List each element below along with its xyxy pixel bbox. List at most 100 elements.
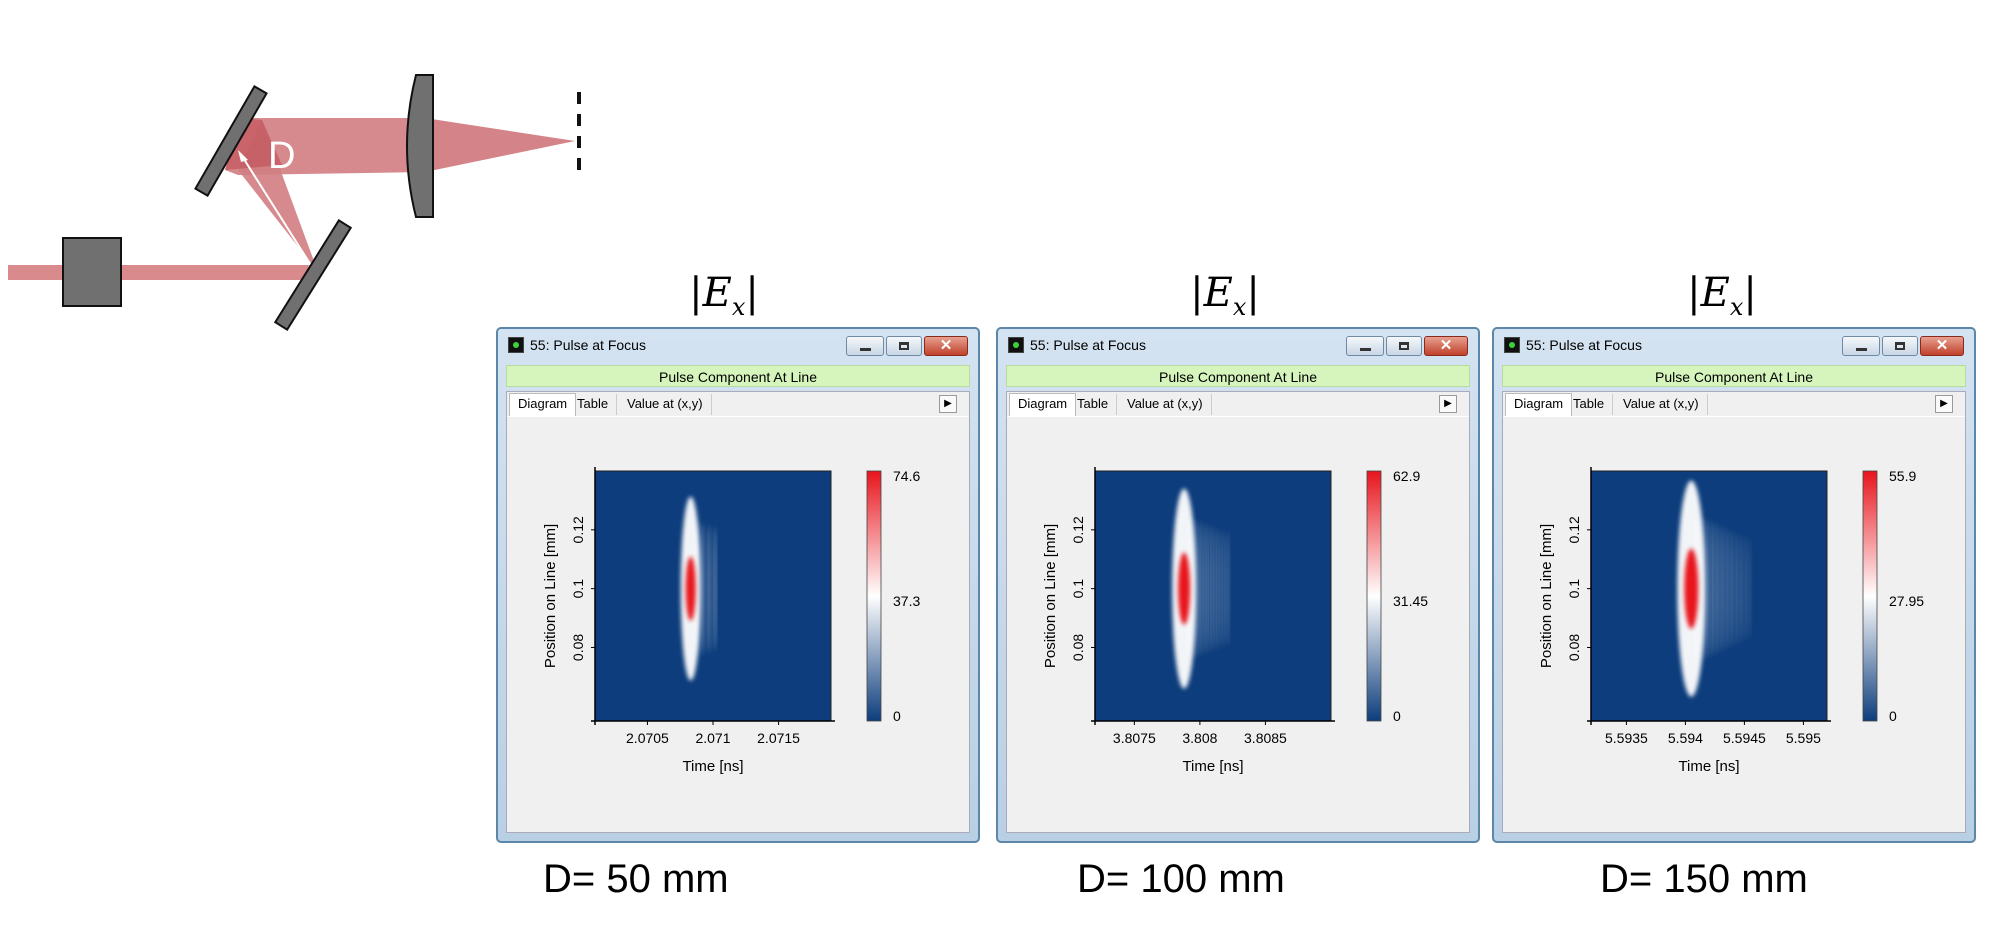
ex-label-sub: x xyxy=(731,293,746,321)
maximize-button[interactable] xyxy=(1882,336,1918,356)
heatmap-background xyxy=(595,471,831,721)
fringe-mark xyxy=(1220,529,1224,648)
distance-label: D xyxy=(268,135,295,177)
tab-value-at-xy[interactable]: Value at (x,y) xyxy=(619,394,712,415)
x-axis-label: Time [ns] xyxy=(1678,758,1739,775)
maximize-button[interactable] xyxy=(1386,336,1422,356)
title-bar[interactable]: 55: Pulse at Focus ✕ xyxy=(1494,329,1974,359)
fringe-mark xyxy=(1737,533,1741,644)
minimize-button[interactable] xyxy=(846,336,884,356)
title-bar[interactable]: 55: Pulse at Focus ✕ xyxy=(998,329,1478,359)
tab-diagram[interactable]: Diagram xyxy=(1009,393,1077,417)
ex-label-end: | xyxy=(745,270,759,316)
app-icon xyxy=(508,337,524,353)
y-tick-label: 0.12 xyxy=(570,516,586,543)
tab-value-at-xy[interactable]: Value at (x,y) xyxy=(1615,394,1708,415)
colorbar-label: 31.45 xyxy=(1393,593,1428,609)
distance-arrow xyxy=(241,155,315,271)
title-bar[interactable]: 55: Pulse at Focus ✕ xyxy=(498,329,978,359)
pulse-peak xyxy=(1684,548,1699,629)
x-tick-label: 2.071 xyxy=(695,730,730,746)
diagram-pane: 2.0705 2.071 2.0715 0.08 0.1 0.12 Time [ns] Pos… xyxy=(507,416,969,832)
ex-label-base: |E xyxy=(689,270,732,316)
tab-table[interactable]: Table xyxy=(569,394,618,415)
chevron-right-icon: ▶ xyxy=(944,398,952,409)
tab-table[interactable]: Table xyxy=(1565,394,1614,415)
tab-scroll-arrow-button[interactable]: ▶ xyxy=(1439,395,1457,413)
ex-label-2: |Ex| xyxy=(1105,270,1345,321)
ex-label-sub: x xyxy=(1729,293,1744,321)
window-title: 55: Pulse at Focus xyxy=(1030,337,1146,353)
app-icon xyxy=(1008,337,1024,353)
heatmap-chart: 5.5935 5.594 5.5945 5.595 0.08 0.1 0.12 Time [n… xyxy=(1538,467,1924,775)
fringe-mark xyxy=(1704,518,1708,660)
y-tick-label: 0.12 xyxy=(1566,516,1582,543)
window-title: 55: Pulse at Focus xyxy=(1526,337,1642,353)
fringe-mark xyxy=(1204,523,1208,654)
ex-label-end: | xyxy=(1246,270,1260,316)
focusing-beam xyxy=(425,118,575,172)
window-client-area: Diagram Table Value at (x,y) ▶ 5.5935 5.594 5.… xyxy=(1502,391,1966,833)
distance-arrow-head-top xyxy=(238,150,248,162)
close-button[interactable]: ✕ xyxy=(924,336,968,356)
heatmap-chart: 2.0705 2.071 2.0715 0.08 0.1 0.12 Time [ns] Pos… xyxy=(542,467,920,775)
fringe-mark xyxy=(1713,522,1717,655)
colorbar xyxy=(1862,470,1878,722)
x-tick-label: 5.5935 xyxy=(1605,730,1648,746)
ex-label-end: | xyxy=(1743,270,1757,316)
colorbar xyxy=(866,470,882,722)
fringe-mark xyxy=(1198,521,1202,656)
ex-label-base: |E xyxy=(1190,270,1233,316)
close-button[interactable]: ✕ xyxy=(1424,336,1468,356)
x-axis-label: Time [ns] xyxy=(1182,758,1243,775)
tab-bar: Diagram Table Value at (x,y) ▶ xyxy=(1503,392,1965,417)
tab-bar: Diagram Table Value at (x,y) ▶ xyxy=(1007,392,1469,417)
y-axis-label: Position on Line [mm] xyxy=(1538,524,1555,668)
fringe-mark xyxy=(1225,531,1229,646)
fringe-mark xyxy=(1209,525,1213,652)
fringe-mark xyxy=(1742,535,1746,642)
tab-diagram[interactable]: Diagram xyxy=(509,393,577,417)
caption-d-50: D= 50 mm xyxy=(543,857,729,901)
colorbar-label: 0 xyxy=(893,708,901,724)
ex-label-3: |Ex| xyxy=(1602,270,1842,321)
tab-scroll-arrow-button[interactable]: ▶ xyxy=(1935,395,1953,413)
heatmap-chart: 3.8075 3.808 3.8085 0.08 0.1 0.12 Time [ns] Pos… xyxy=(1042,467,1428,775)
tab-scroll-arrow-button[interactable]: ▶ xyxy=(939,395,957,413)
tab-diagram[interactable]: Diagram xyxy=(1505,393,1573,417)
colorbar-label: 62.9 xyxy=(1393,468,1420,484)
mirror-1 xyxy=(194,85,268,197)
colorbar-label: 0 xyxy=(1889,708,1897,724)
pulse-component-banner: Pulse Component At Line xyxy=(1502,365,1966,387)
close-icon: ✕ xyxy=(939,337,953,354)
diagram-pane: 5.5935 5.594 5.5945 5.595 0.08 0.1 0.12 Time [n… xyxy=(1503,416,1965,832)
tab-table[interactable]: Table xyxy=(1069,394,1118,415)
window-title: 55: Pulse at Focus xyxy=(530,337,646,353)
y-tick-label: 0.08 xyxy=(1070,634,1086,661)
close-button[interactable]: ✕ xyxy=(1920,336,1964,356)
minimize-button[interactable] xyxy=(1346,336,1384,356)
x-tick-label: 3.8085 xyxy=(1244,730,1287,746)
fringe-mark xyxy=(1747,538,1751,640)
maximize-button[interactable] xyxy=(886,336,922,356)
y-axis-label: Position on Line [mm] xyxy=(1042,524,1059,668)
colorbar-label: 27.95 xyxy=(1889,593,1924,609)
y-tick-label: 0.1 xyxy=(1070,579,1086,599)
pulse-component-banner: Pulse Component At Line xyxy=(1006,365,1470,387)
x-tick-label: 3.808 xyxy=(1182,730,1217,746)
fringe-mark xyxy=(701,522,705,655)
tab-value-at-xy[interactable]: Value at (x,y) xyxy=(1119,394,1212,415)
x-tick-label: 5.594 xyxy=(1668,730,1703,746)
mirror-2 xyxy=(273,219,353,331)
pulse-window-3: 55: Pulse at Focus ✕ Pulse Component At Li… xyxy=(1492,327,1976,843)
pulse-peak xyxy=(1178,552,1191,625)
y-tick-label: 0.1 xyxy=(1566,579,1582,599)
colorbar-label: 74.6 xyxy=(893,468,920,484)
y-axis-label: Position on Line [mm] xyxy=(542,524,559,668)
pulse-window-1: 55: Pulse at Focus ✕ Pulse Component At Li… xyxy=(496,327,980,843)
colorbar xyxy=(1366,470,1382,722)
x-tick-label: 5.5945 xyxy=(1723,730,1766,746)
focusing-lens xyxy=(406,74,434,218)
minimize-button[interactable] xyxy=(1842,336,1880,356)
ex-label-1: |Ex| xyxy=(604,270,844,321)
